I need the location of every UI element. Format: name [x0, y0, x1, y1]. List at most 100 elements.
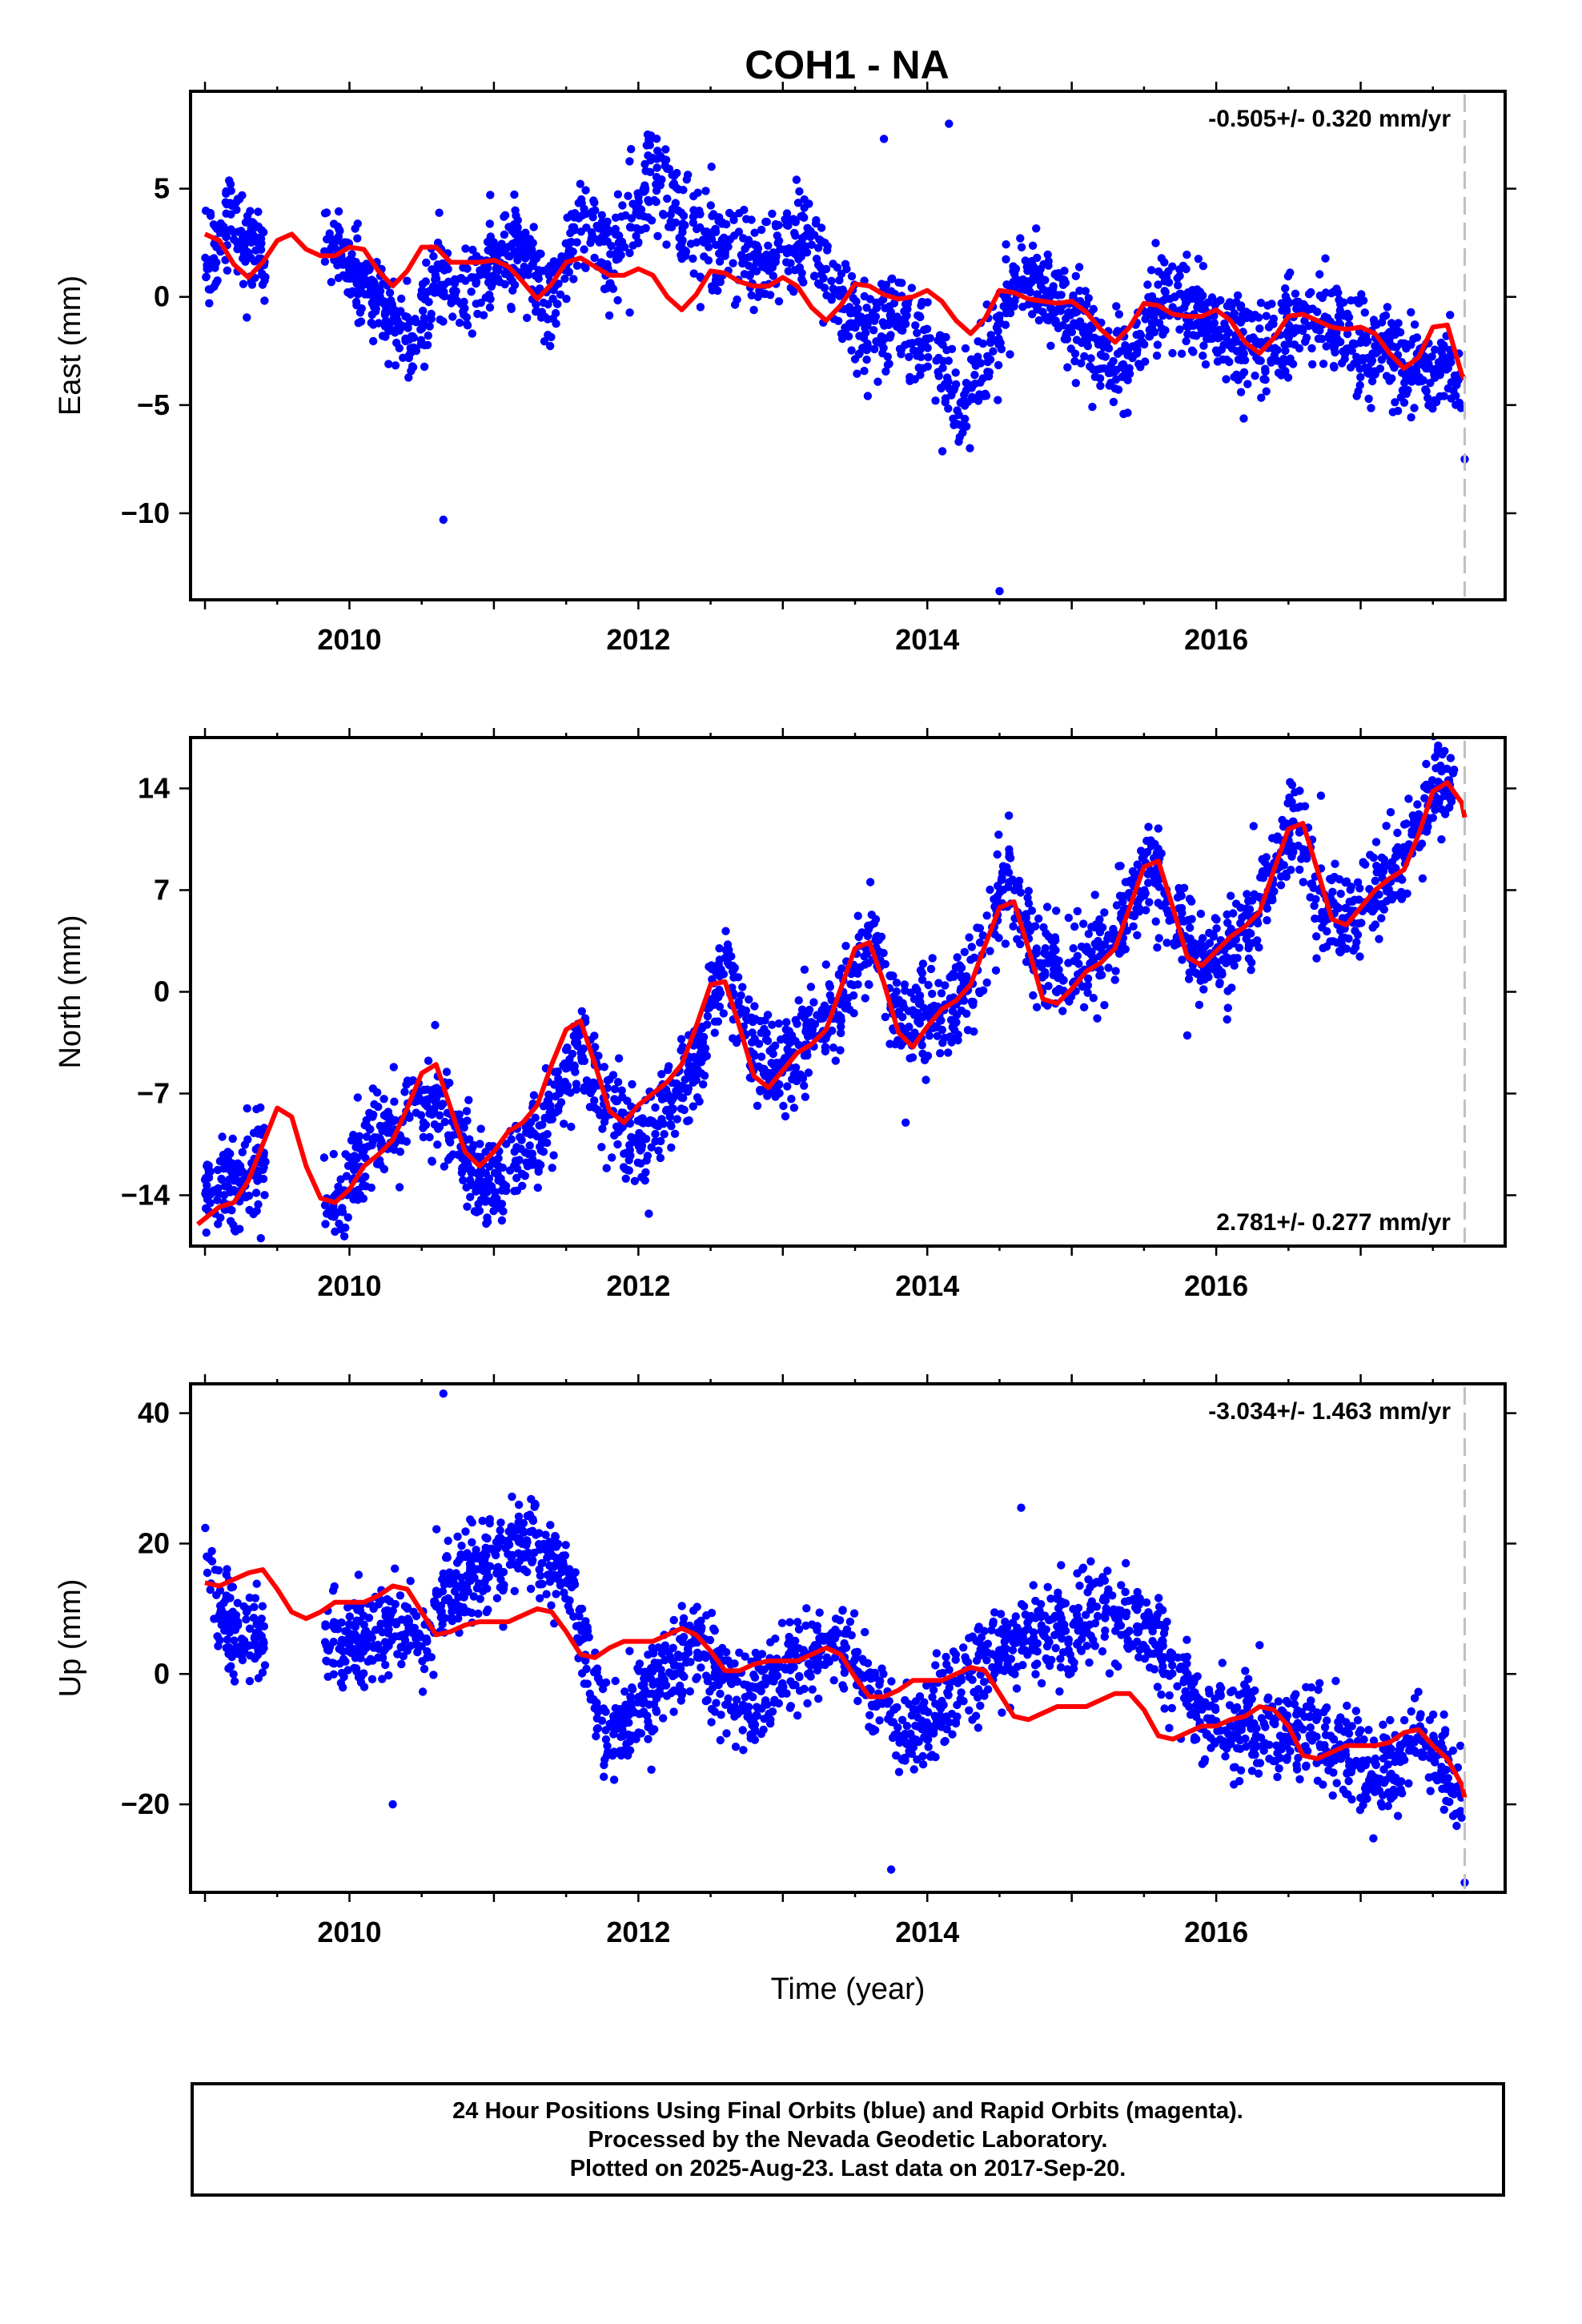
data-point — [887, 275, 896, 283]
data-point — [1355, 338, 1365, 348]
data-point — [928, 1693, 937, 1702]
data-point — [259, 1174, 268, 1184]
data-point — [1016, 234, 1025, 243]
data-point — [652, 155, 661, 163]
data-point — [1447, 394, 1456, 403]
data-point — [917, 301, 926, 310]
data-point — [1209, 962, 1218, 971]
data-point — [864, 925, 873, 934]
data-point — [1282, 304, 1291, 314]
data-point — [689, 1102, 697, 1111]
data-point — [1073, 951, 1082, 961]
data-point — [1189, 331, 1198, 340]
data-point — [1090, 372, 1100, 381]
data-point — [451, 276, 460, 285]
data-point — [219, 223, 228, 231]
data-point — [1258, 866, 1267, 876]
data-point — [1044, 959, 1053, 968]
data-point — [1033, 253, 1042, 263]
chart-title: COH1 - NA — [745, 42, 950, 87]
data-point — [1170, 941, 1179, 950]
data-point — [1295, 865, 1304, 875]
data-point — [484, 1141, 494, 1151]
data-point — [1044, 316, 1054, 325]
data-point — [518, 250, 527, 259]
data-point — [427, 315, 436, 324]
data-point — [243, 313, 251, 322]
data-point — [1437, 835, 1446, 844]
data-point — [721, 251, 729, 260]
data-point — [626, 223, 635, 232]
data-point — [1278, 361, 1287, 370]
data-point — [1133, 1587, 1142, 1597]
data-point — [591, 1043, 600, 1051]
data-point — [1109, 924, 1118, 934]
data-point — [1199, 262, 1208, 271]
data-point — [1377, 914, 1386, 923]
data-point — [994, 334, 1003, 344]
data-point — [1257, 393, 1266, 402]
data-point — [436, 283, 444, 292]
data-point — [986, 885, 994, 895]
data-point — [663, 164, 672, 173]
data-point — [510, 280, 520, 289]
data-point — [341, 1150, 350, 1159]
data-point — [974, 337, 982, 346]
data-point — [951, 368, 960, 377]
data-point — [342, 274, 351, 283]
data-point — [444, 264, 452, 274]
data-point — [861, 994, 869, 1003]
data-point — [339, 260, 347, 269]
y-tick-label: −14 — [121, 1179, 170, 1212]
data-point — [876, 298, 885, 307]
data-point — [733, 295, 741, 304]
data-point — [523, 1162, 532, 1171]
data-point — [1287, 798, 1296, 806]
data-point — [356, 317, 366, 326]
data-point — [250, 234, 259, 243]
data-point — [624, 191, 632, 200]
data-point — [549, 286, 558, 295]
data-point — [514, 229, 523, 238]
data-point — [786, 1035, 796, 1044]
data-point — [1094, 919, 1103, 927]
data-point — [384, 322, 393, 331]
data-point — [798, 211, 807, 220]
data-point — [729, 215, 738, 224]
data-point — [982, 911, 991, 920]
data-point — [950, 384, 959, 393]
data-point — [817, 223, 826, 232]
data-point — [1111, 967, 1120, 975]
data-point — [249, 219, 259, 228]
data-point — [592, 221, 601, 231]
data-point — [327, 1212, 336, 1220]
data-point — [1364, 1726, 1373, 1735]
data-point — [962, 972, 971, 981]
data-point — [625, 248, 634, 258]
data-point — [395, 1183, 404, 1192]
data-point — [1084, 329, 1093, 338]
data-point — [1207, 334, 1217, 344]
data-point — [1212, 915, 1221, 924]
data-point — [847, 271, 857, 281]
data-point — [707, 282, 717, 291]
data-point — [689, 1078, 697, 1088]
data-point — [1396, 392, 1406, 402]
data-point — [833, 263, 842, 272]
data-point — [708, 229, 717, 238]
data-point — [1073, 907, 1082, 916]
data-point — [373, 284, 382, 293]
data-point — [1446, 311, 1455, 320]
data-point — [418, 1687, 428, 1696]
data-point — [219, 1151, 228, 1160]
data-point — [757, 289, 766, 298]
data-point — [1323, 1716, 1331, 1725]
data-point — [425, 1132, 434, 1142]
x-tick-label: 2010 — [317, 1269, 381, 1302]
data-point — [1440, 746, 1449, 755]
data-point — [1148, 309, 1157, 318]
data-point — [636, 225, 646, 235]
data-point — [1044, 261, 1053, 270]
data-point — [715, 257, 725, 266]
data-point — [1081, 287, 1090, 296]
